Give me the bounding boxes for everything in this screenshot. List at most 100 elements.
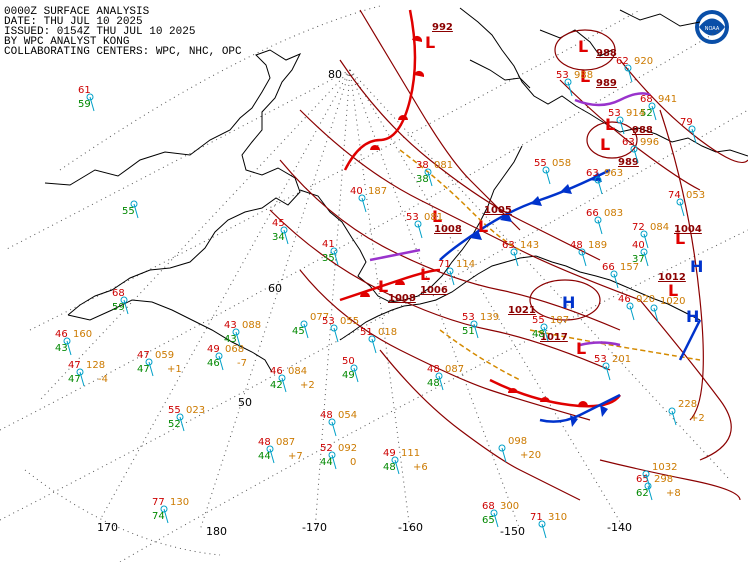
station-circle	[616, 116, 624, 124]
dewpoint-value: 48	[383, 462, 396, 473]
station-circle	[594, 216, 602, 224]
pressure-value: 187	[368, 186, 387, 197]
temperature-value: 40	[632, 240, 645, 251]
station-circle	[120, 296, 128, 304]
lon-label-m160: -160	[398, 521, 423, 534]
station-plot: 52 092 44 0	[320, 443, 357, 470]
station-plot: 1032	[642, 462, 677, 489]
pressure-tendency: +7	[288, 451, 303, 462]
station-circle	[63, 337, 71, 345]
svg-text:992: 992	[432, 22, 453, 33]
coastline-alaska-west	[299, 145, 523, 303]
cold-front-symbols	[470, 172, 608, 427]
svg-text:L: L	[378, 277, 388, 296]
station-circle	[358, 194, 366, 202]
station-circle	[510, 248, 518, 256]
svg-text:1021: 1021	[508, 305, 536, 316]
station-plot: 48 189	[570, 240, 607, 267]
wind-barb	[653, 307, 659, 323]
station-plot: 077 45	[292, 312, 329, 339]
station-circle	[266, 445, 274, 453]
wind-barb	[148, 361, 154, 377]
wind-barb	[627, 67, 633, 83]
station-plot: 53 081	[406, 212, 443, 239]
svg-text:L: L	[420, 265, 430, 284]
station-circle	[578, 248, 586, 256]
occluded-front-gulf	[579, 341, 621, 347]
wind-barb	[541, 523, 547, 539]
station-plot: 63 996	[622, 137, 659, 164]
wind-barb	[605, 365, 611, 381]
dewpoint-value: 35	[322, 253, 335, 264]
station-circle	[564, 78, 572, 86]
isobars	[269, 9, 748, 501]
svg-text:L: L	[675, 229, 685, 248]
svg-text:L: L	[668, 281, 678, 300]
temperature-value: 55	[534, 158, 547, 169]
station-plot: 1020	[650, 296, 685, 323]
station-plot: 38 081 38	[416, 160, 453, 187]
station-circle	[176, 413, 184, 421]
station-plot: 228+2	[668, 399, 705, 426]
wind-barb	[333, 250, 339, 266]
station-circle	[498, 444, 506, 452]
low-center: L 988	[578, 37, 617, 59]
header-line-5: COLLABORATING CENTERS: WPC, NHC, OPC	[4, 46, 242, 58]
pressure-value: 941	[658, 94, 677, 105]
pressure-value: 081	[434, 160, 453, 171]
wind-barb	[79, 371, 85, 387]
svg-text:H: H	[690, 257, 703, 276]
station-circle	[424, 168, 432, 176]
station-circle	[642, 470, 650, 478]
svg-text:L: L	[600, 135, 610, 154]
temperature-value: 55	[168, 405, 181, 416]
lat-label-80: 80	[328, 68, 342, 81]
station-plot: 48 087 48	[427, 364, 464, 391]
temperature-value: 68	[112, 288, 125, 299]
pressure-value: 092	[338, 443, 357, 454]
station-circle	[640, 248, 648, 256]
svg-text:988: 988	[596, 48, 617, 59]
pressure-value: 130	[170, 497, 189, 508]
station-circle	[350, 364, 358, 372]
svg-text:988: 988	[632, 125, 653, 136]
temperature-value: 79	[680, 117, 693, 128]
cold-front-east	[678, 319, 702, 361]
station-plot: 53 914	[608, 108, 645, 135]
station-plot: 65 298 62 +8	[636, 474, 681, 501]
low-center: L 989	[580, 67, 617, 89]
high-center: H	[690, 257, 703, 276]
station-plot: 098+20	[498, 436, 541, 463]
temperature-value: 53	[462, 312, 475, 323]
svg-text:1005: 1005	[484, 205, 512, 216]
svg-text:L: L	[478, 217, 488, 236]
pressure-value: 023	[186, 405, 205, 416]
dewpoint-value: 49	[342, 370, 355, 381]
wind-barb	[691, 128, 697, 144]
temperature-value: 55	[532, 315, 545, 326]
pressure-value: 055	[340, 316, 359, 327]
pressure-tendency: +2	[300, 380, 315, 391]
pressure-value: 059	[155, 350, 174, 361]
temperature-value: 46	[270, 366, 283, 377]
temperature-value: 63	[622, 137, 635, 148]
svg-text:L: L	[432, 207, 442, 226]
station-circle	[644, 482, 652, 490]
dewpoint-value: 52	[640, 108, 653, 119]
header-line-3: ISSUED: 0154Z THU JUL 10 2025	[4, 26, 195, 38]
occluded-front-bering	[369, 248, 421, 262]
lon-label-m140: -140	[607, 521, 632, 534]
grid-labels: 80 60 50 170 180 -170 -160 -150 -140	[97, 68, 632, 538]
cold-front-canada	[439, 168, 611, 261]
wind-barb	[597, 179, 603, 195]
temperature-value: 48	[570, 240, 583, 251]
wind-barb	[123, 299, 129, 315]
station-plot: 63 143	[502, 240, 539, 267]
station-circle	[330, 324, 338, 332]
station-circle	[594, 176, 602, 184]
